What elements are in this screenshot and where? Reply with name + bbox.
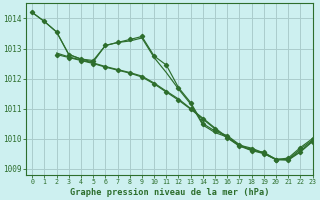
X-axis label: Graphe pression niveau de la mer (hPa): Graphe pression niveau de la mer (hPa) <box>69 188 269 197</box>
